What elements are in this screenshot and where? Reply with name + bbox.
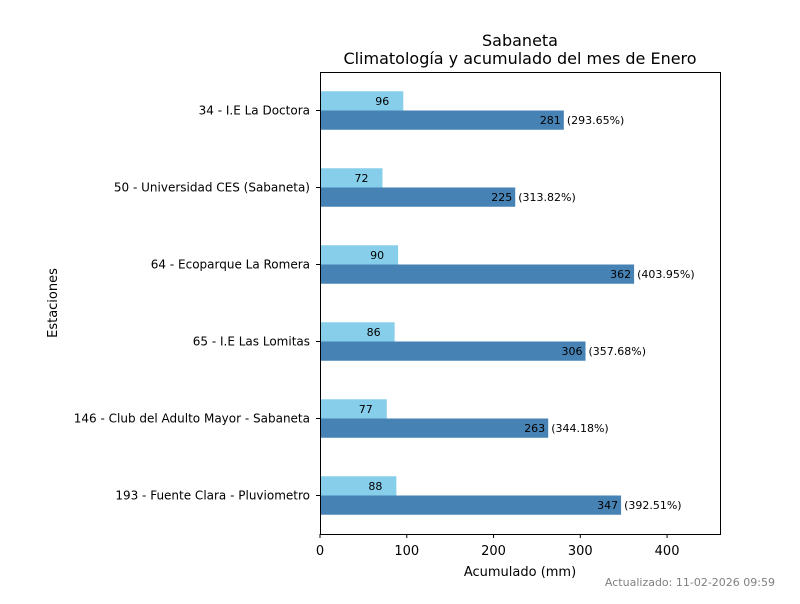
y-tick-label: 64 - Ecoparque La Romera (151, 258, 310, 272)
accumulated-bar (320, 110, 564, 130)
bar-value-label: 306 (562, 345, 583, 358)
x-tick-label: 300 (568, 544, 593, 559)
y-tick-label: 50 - Universidad CES (Sabaneta) (114, 181, 310, 195)
y-tick-label: 65 - I.E Las Lomitas (193, 335, 310, 349)
bar-value-label: 347 (597, 499, 618, 512)
y-axis-label: Estaciones (46, 268, 61, 338)
accumulated-bar (320, 264, 635, 284)
x-tick-label: 200 (481, 544, 506, 559)
plot-frame (320, 72, 721, 535)
bar-value-label: 88 (368, 480, 382, 493)
x-tick-label: 0 (316, 544, 324, 559)
x-axis-label: Acumulado (mm) (464, 565, 576, 580)
percent-annotation: (403.95%) (637, 268, 695, 281)
updated-footer: Actualizado: 11-02-2026 09:59 (605, 576, 775, 589)
x-tick-label: 400 (655, 544, 680, 559)
percent-annotation: (357.68%) (589, 345, 647, 358)
bar-value-label: 96 (375, 95, 389, 108)
percent-annotation: (344.18%) (551, 422, 609, 435)
percent-annotation: (392.51%) (624, 499, 682, 512)
chart-title: Sabaneta (482, 31, 558, 50)
chart-subtitle: Climatología y acumulado del mes de Ener… (343, 49, 696, 68)
bar-value-label: 281 (540, 114, 561, 127)
y-tick-label: 193 - Fuente Clara - Pluviometro (115, 489, 310, 503)
accumulated-bar (320, 418, 549, 438)
y-tick-label: 34 - I.E La Doctora (199, 104, 310, 118)
climatology-bar (320, 322, 395, 342)
bar-value-label: 90 (370, 249, 384, 262)
climatology-bar (320, 168, 383, 188)
bar-value-label: 225 (491, 191, 512, 204)
climatology-bar (320, 245, 399, 265)
bar-value-label: 72 (354, 172, 368, 185)
percent-annotation: (293.65%) (567, 114, 625, 127)
bar-value-label: 86 (367, 326, 381, 339)
bar-value-label: 263 (524, 422, 545, 435)
x-tick-label: 100 (394, 544, 419, 559)
y-tick-label: 146 - Club del Adulto Mayor - Sabaneta (74, 412, 310, 426)
climatology-bar (320, 476, 397, 496)
accumulated-bar (320, 341, 586, 361)
climatology-bar (320, 91, 404, 111)
accumulated-bar (320, 187, 516, 207)
climatology-bar (320, 399, 387, 419)
bar-value-label: 362 (610, 268, 631, 281)
percent-annotation: (313.82%) (518, 191, 576, 204)
bar-value-label: 77 (359, 403, 373, 416)
accumulated-bar (320, 495, 622, 515)
